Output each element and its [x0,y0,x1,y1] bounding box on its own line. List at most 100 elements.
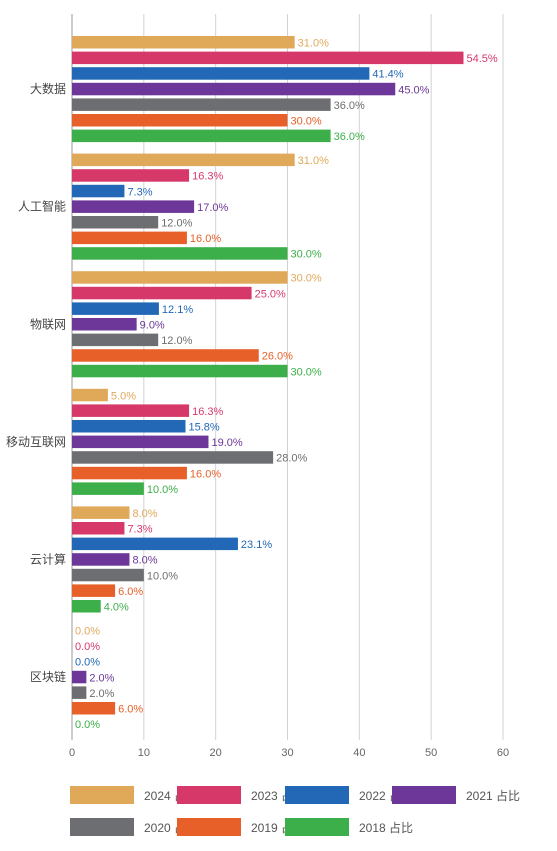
data-label: 5.0% [111,390,136,402]
data-label: 12.0% [161,335,192,347]
bar [72,537,238,551]
bar [72,114,288,127]
category-label: 区块链 [30,669,66,684]
x-tick-label: 50 [425,747,437,759]
bar-chart: 0 10 20 30 40 50 60 大数据 31.0% 54.5% 41.4% 45.0% 36.0… [6,14,509,759]
bar [72,51,464,65]
bar [72,404,190,417]
x-tick-label: 60 [497,747,509,759]
legend-item: 2021 占比 [392,786,520,804]
data-label: 16.0% [190,233,221,245]
bar [72,584,116,597]
legend-swatch [392,786,456,804]
legend-item: 2018 占比 [285,818,413,836]
bar [72,451,274,464]
legend-label: 2018 占比 [359,820,414,835]
data-label: 10.0% [147,570,178,582]
data-label: 12.1% [162,304,193,316]
bar [72,388,108,402]
bar [72,435,209,449]
legend-swatch [177,818,241,836]
data-label: 10.0% [147,484,178,496]
data-label: 8.0% [132,555,157,567]
data-label: 2.0% [89,688,114,700]
data-label: 7.3% [127,186,152,198]
bar [72,216,159,229]
data-label: 6.0% [118,586,143,598]
bar [72,568,144,582]
bar [72,67,370,80]
data-label: 16.0% [190,468,221,480]
category-label: 物联网 [30,317,66,331]
bar [72,349,259,362]
bar [72,600,101,613]
data-label: 36.0% [334,131,365,143]
bar [72,82,396,96]
data-label: 0.0% [75,626,100,638]
category-label: 人工智能 [18,199,66,214]
data-label: 6.0% [118,704,143,716]
data-label: 17.0% [197,202,228,214]
bar [72,318,137,331]
data-label: 15.8% [188,422,219,434]
bar [72,184,125,198]
bar [72,153,295,167]
bar [72,271,288,284]
bar [72,482,144,495]
bar [72,553,130,566]
data-label: 30.0% [291,273,322,285]
category-label: 移动互联网 [6,435,66,449]
bar [72,169,190,182]
bar [72,702,116,715]
data-label: 0.0% [75,719,100,731]
bar [72,36,295,49]
bar [72,364,288,378]
bar [72,200,195,213]
legend-swatch [285,786,349,804]
data-label: 19.0% [211,437,242,449]
data-label: 28.0% [276,453,307,465]
bar [72,522,125,535]
data-label: 2.0% [89,672,114,684]
data-label: 12.0% [161,218,192,230]
bar [72,333,159,347]
legend-swatch [285,818,349,836]
x-tick-label: 40 [353,747,365,759]
legend-label: 2021 占比 [466,788,521,803]
data-label: 16.3% [192,406,223,418]
bar [72,302,159,315]
data-label: 26.0% [262,351,293,363]
data-label: 31.0% [298,38,329,50]
legend-swatch [70,818,134,836]
bar [72,466,187,480]
data-label: 30.0% [291,116,322,128]
bar [72,686,87,699]
data-label: 8.0% [132,508,157,520]
data-label: 4.0% [104,602,129,614]
bar [72,286,252,300]
category-label: 大数据 [30,81,66,96]
data-label: 31.0% [298,155,329,167]
data-label: 45.0% [398,84,429,96]
bar [72,98,331,111]
data-label: 54.5% [466,53,497,65]
x-tick-label: 10 [138,747,150,759]
x-tick-label: 0 [69,747,75,759]
data-label: 7.3% [127,524,152,536]
data-label: 30.0% [291,249,322,261]
bar [72,670,87,684]
data-label: 0.0% [75,657,100,669]
bar [72,129,331,143]
bar [72,231,187,245]
legend-swatch [70,786,134,804]
legend-swatch [177,786,241,804]
bar [72,420,186,433]
data-label: 9.0% [140,320,165,332]
data-label: 30.0% [291,366,322,378]
data-label: 41.4% [372,69,403,81]
bar [72,506,130,519]
data-label: 25.0% [255,288,286,300]
category-label: 云计算 [30,551,66,566]
data-label: 23.1% [241,539,272,551]
data-label: 0.0% [75,641,100,653]
